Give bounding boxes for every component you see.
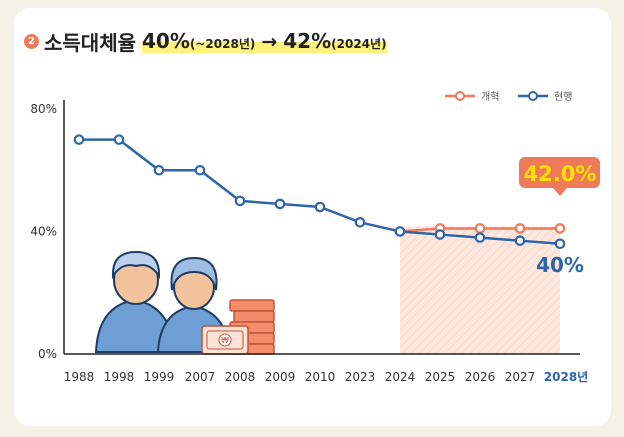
shade-layer	[400, 226, 560, 354]
chart-card	[14, 8, 611, 426]
banknote-icon: ₩	[201, 325, 249, 355]
y-tick-labels: 80% 40% 0%	[30, 102, 57, 361]
illustration: ₩	[94, 250, 275, 355]
x-tick-label: 2010	[305, 370, 336, 384]
x-tick-label: 1999	[144, 370, 175, 384]
series-point-current	[234, 195, 246, 207]
title-old-value: 40%	[142, 29, 190, 53]
title-main-label: 소득대체율	[44, 30, 136, 55]
series-point-current	[474, 232, 486, 243]
x-tick-label: 2024	[385, 370, 416, 384]
series-point-current	[274, 198, 286, 210]
legend-current-marker	[528, 91, 538, 101]
x-tick-label: 2008	[225, 370, 256, 384]
series-point-current	[153, 164, 165, 176]
x-tick-label: 2007	[185, 370, 216, 384]
series-point-current	[194, 164, 206, 176]
series-point-current	[434, 229, 446, 240]
forecast-shade-area	[400, 226, 560, 354]
title-highlight: 40%(~2028년) → 42%(2024년)	[142, 29, 387, 53]
section-number-badge: 2	[24, 33, 39, 49]
x-tick-label: 2023	[345, 370, 376, 384]
arrow-right-icon: →	[261, 31, 278, 53]
legend-reform-label: 개혁	[481, 91, 499, 103]
y-tick-label: 40%	[30, 225, 57, 239]
legend-current-label: 현행	[554, 91, 572, 103]
x-tick-label: 2009	[265, 370, 296, 384]
axes	[63, 100, 580, 355]
title-new-value: 42%	[283, 29, 332, 53]
callout-reform: 42.0%	[519, 157, 600, 196]
series-point-current	[514, 235, 526, 246]
legend: 개혁 현행	[445, 91, 572, 103]
series-point-reform	[514, 223, 526, 234]
x-tick-label: 2025	[425, 370, 456, 384]
x-tick-label: 2028년	[544, 370, 588, 384]
x-tick-label: 1988	[64, 370, 95, 384]
callout-current-value: 40%	[536, 253, 584, 277]
title-new-note: (2024년)	[331, 37, 387, 51]
series-layer	[73, 134, 566, 250]
x-tick-label: 2027	[505, 370, 536, 384]
y-tick-label: 80%	[30, 102, 57, 116]
series-point-current	[354, 217, 366, 228]
callout-reform-box	[519, 157, 600, 188]
series-point-current	[73, 134, 85, 145]
callout-reform-value: 42.0%	[524, 162, 597, 186]
chart-title: 2 소득대체율 40%(~2028년) → 42%(2024년)	[24, 27, 387, 55]
legend-reform-marker	[455, 91, 465, 101]
person-elder-hair-icon	[111, 250, 161, 280]
series-point-current	[113, 134, 125, 145]
person-woman-hair-icon	[170, 256, 218, 291]
x-tick-label: 1998	[104, 370, 135, 384]
series-point-current	[554, 238, 566, 250]
x-tick-labels: 1988 1998 1999 2007 2008 2009 2010 2023 2024 2025…	[64, 370, 589, 384]
y-tick-label: 0%	[38, 347, 57, 361]
x-tick-label: 2026	[465, 370, 496, 384]
series-point-current	[314, 201, 326, 213]
series-point-reform	[554, 223, 566, 234]
svg-text:₩: ₩	[221, 336, 229, 345]
series-point-reform	[474, 223, 486, 234]
series-point-current	[394, 226, 406, 237]
title-old-note: (~2028년)	[189, 37, 256, 51]
callout-reform-pointer	[553, 188, 567, 196]
